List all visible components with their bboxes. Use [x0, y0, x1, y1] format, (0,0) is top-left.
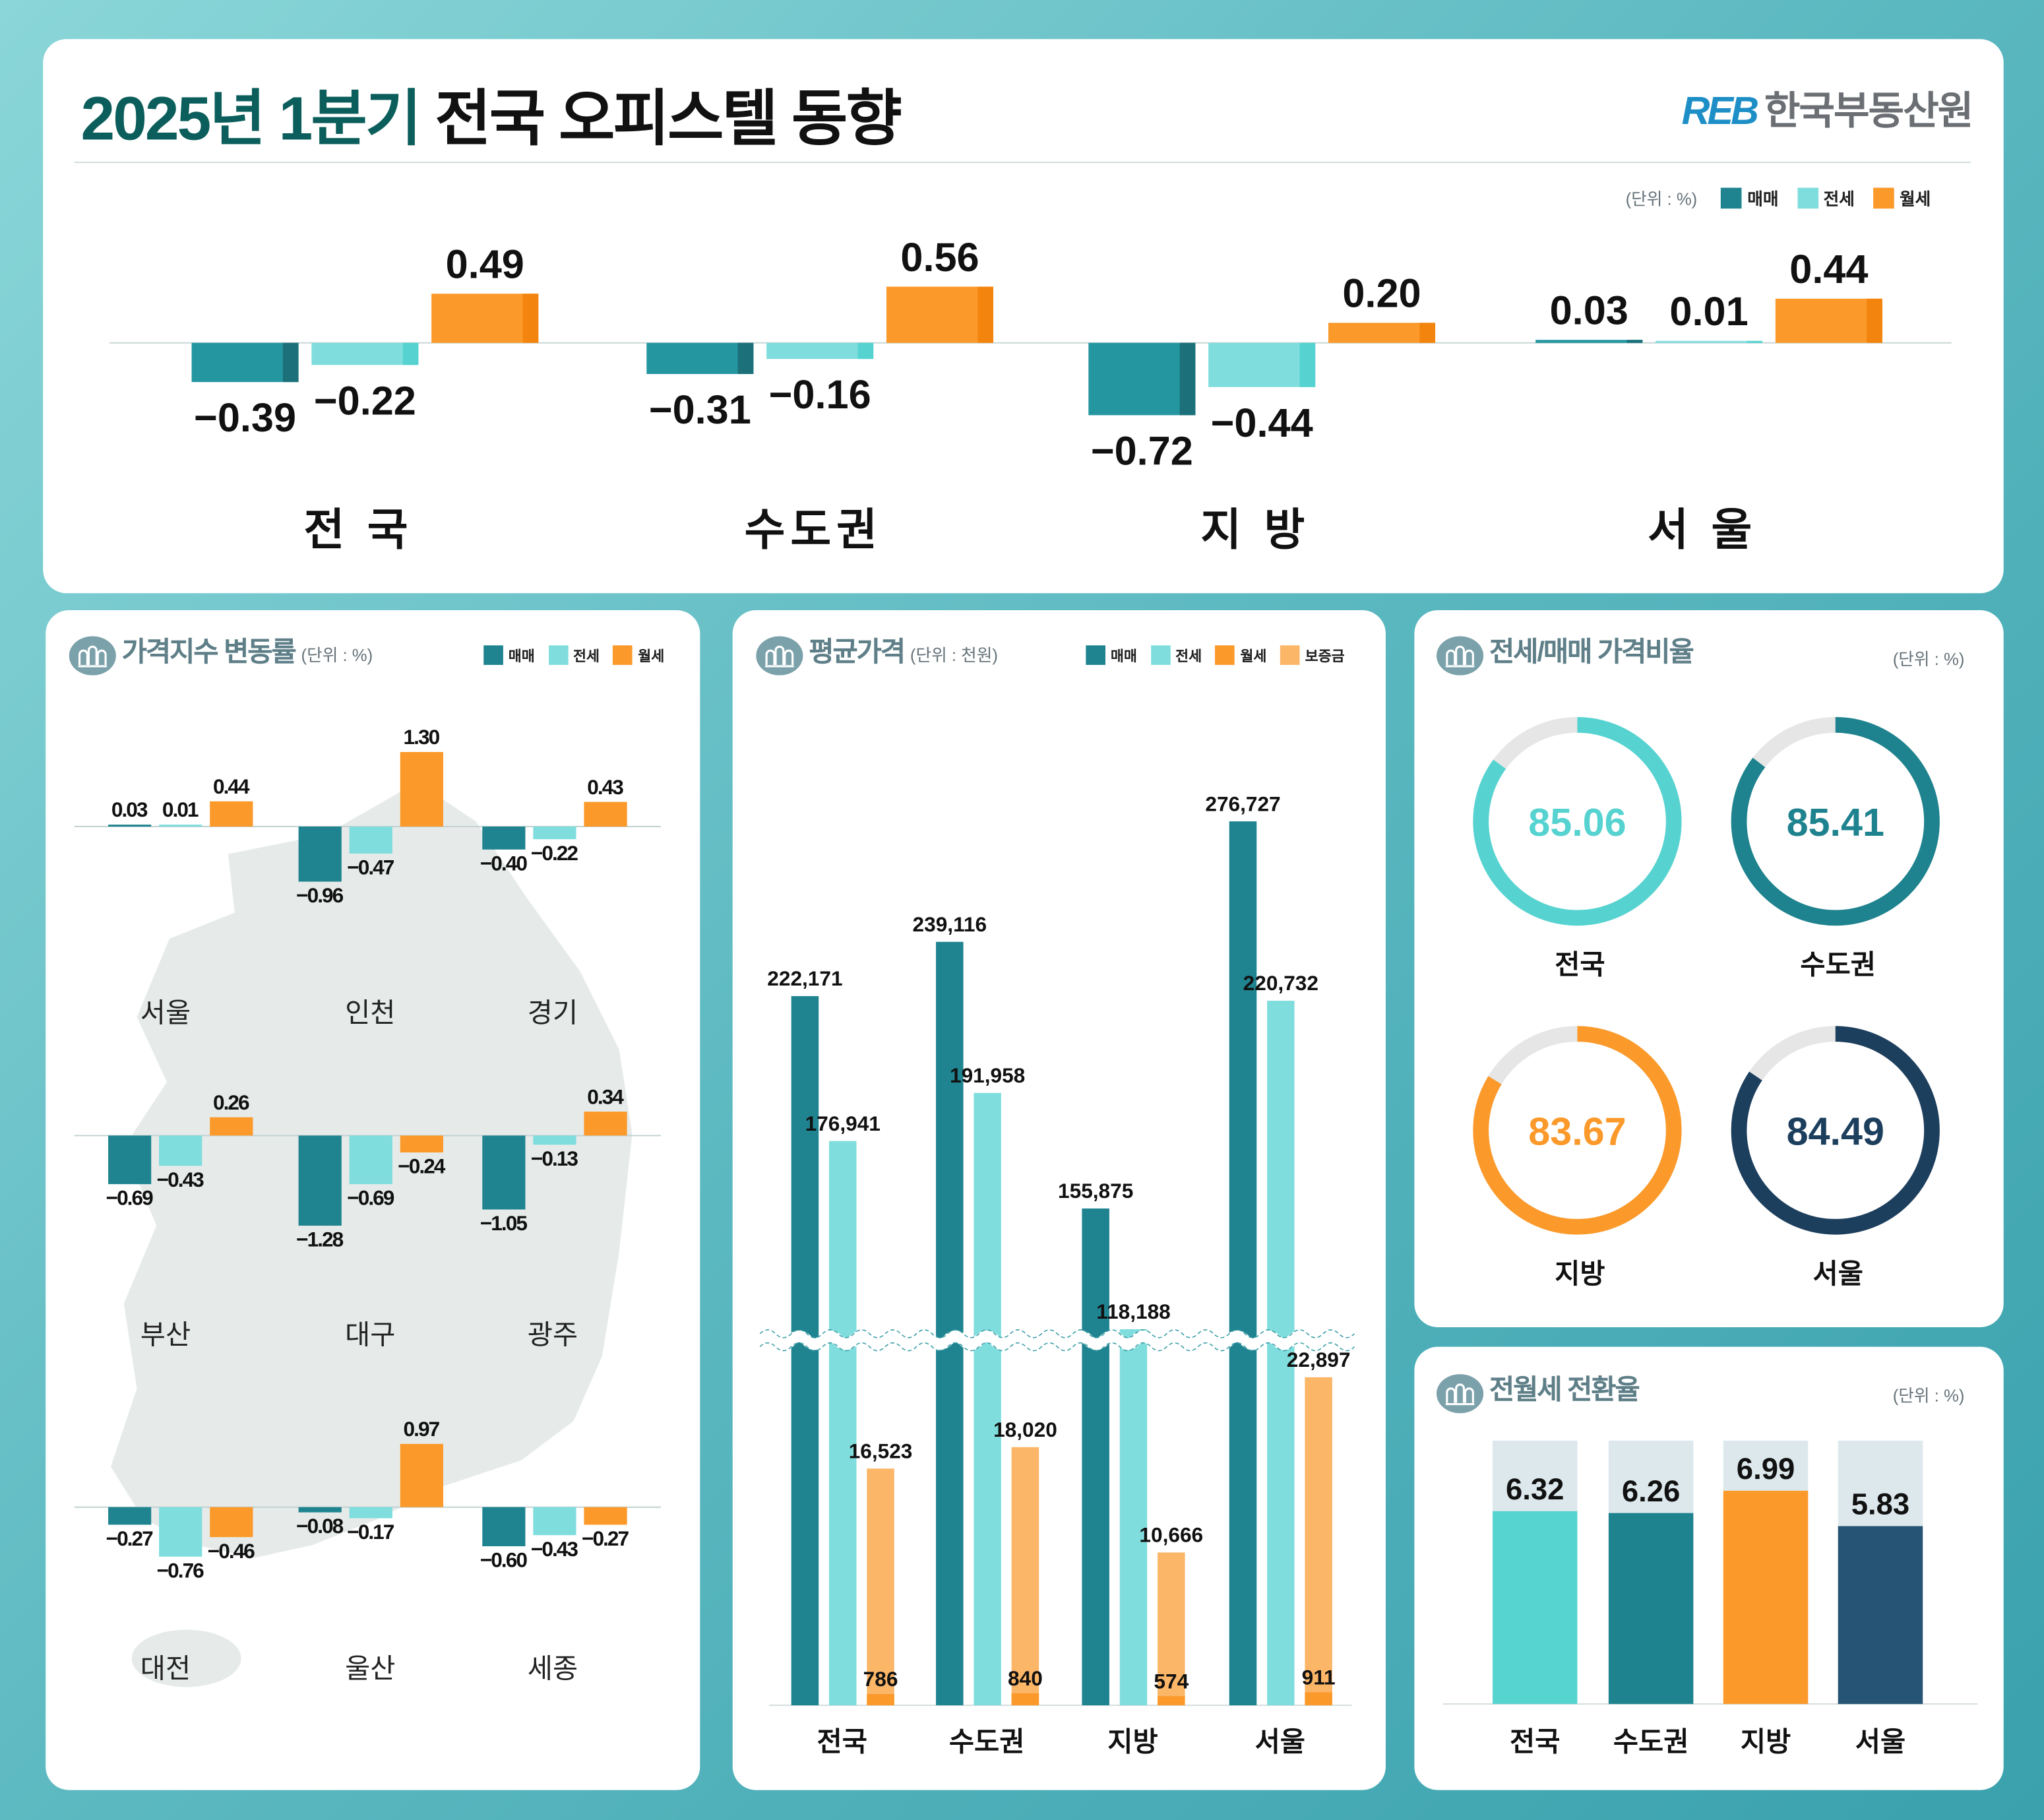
logo-text: 한국부동산원: [1764, 90, 1973, 133]
section-title: 가격지수 변동률: [121, 637, 297, 668]
unit-label: (단위 : %): [301, 645, 373, 665]
logo: REB 한국부동산원: [1681, 78, 1974, 136]
legend-swatch-sale: [1086, 645, 1105, 665]
average-price-card: [732, 610, 1386, 1790]
legend-swatch-jeonse: [1150, 645, 1171, 665]
legend-jeonse: 전세: [1823, 189, 1855, 209]
legend-swatch-jeonse: [1797, 187, 1818, 209]
unit-label: (단위 : %): [1892, 649, 1965, 669]
legend-monthly: 월세: [638, 649, 665, 665]
conversion-rate-card: [1414, 1346, 2004, 1790]
legend-monthly: 월세: [1240, 649, 1267, 665]
legend-jeonse: 전세: [1175, 649, 1202, 665]
unit-label: (단위 : %): [1892, 1385, 1965, 1406]
legend-sale: 매매: [1747, 189, 1779, 209]
building-chart-icon: [1436, 636, 1484, 675]
legend-jeonse: 전세: [573, 649, 600, 665]
legend-swatch-monthly: [1215, 645, 1235, 665]
title-period: 2025년 1분기: [80, 83, 422, 153]
legend-swatch-sale: [483, 645, 503, 665]
legend-sale: 매매: [508, 649, 535, 665]
legend-swatch-monthly: [1873, 187, 1895, 209]
legend-swatch-jeonse: [548, 645, 569, 665]
logo-mark: REB: [1681, 90, 1759, 133]
legend-swatch-monthly: [613, 645, 633, 665]
unit-label: (단위 : 천원): [910, 645, 998, 665]
conversion-header: 전월세 전환율: [1436, 1369, 1640, 1413]
ratio-header: 전세/매매 가격비율: [1436, 631, 1694, 675]
building-chart-icon: [69, 636, 116, 675]
unit-label: (단위 : %): [1625, 189, 1698, 209]
average-price-legend: 매매 전세 월세 보증금: [1086, 644, 1357, 668]
title-main: 전국 오피스텔 동향: [435, 83, 902, 153]
building-chart-icon: [1436, 1373, 1484, 1413]
price-index-header: 가격지수 변동률 (단위 : %): [69, 631, 373, 675]
legend-swatch-deposit: [1280, 645, 1300, 665]
title-divider: [74, 162, 1971, 164]
building-chart-icon: [756, 636, 803, 675]
section-title: 평균가격: [809, 637, 906, 668]
price-index-card: [46, 610, 700, 1790]
ratio-card: [1414, 610, 2004, 1327]
legend-monthly: 월세: [1899, 189, 1931, 209]
summary-legend: (단위 : %) 매매 전세 월세: [1626, 185, 1944, 212]
summary-card: [43, 39, 2004, 594]
page-title: 2025년 1분기 전국 오피스텔 동향: [80, 68, 902, 158]
price-index-legend: 매매 전세 월세: [483, 644, 677, 668]
section-title: 전세/매매 가격비율: [1489, 637, 1694, 668]
legend-deposit: 보증금: [1305, 649, 1345, 665]
section-title: 전월세 전환율: [1489, 1375, 1640, 1406]
average-price-header: 평균가격 (단위 : 천원): [756, 631, 998, 675]
legend-swatch-sale: [1721, 187, 1743, 209]
legend-sale: 매매: [1110, 649, 1137, 665]
